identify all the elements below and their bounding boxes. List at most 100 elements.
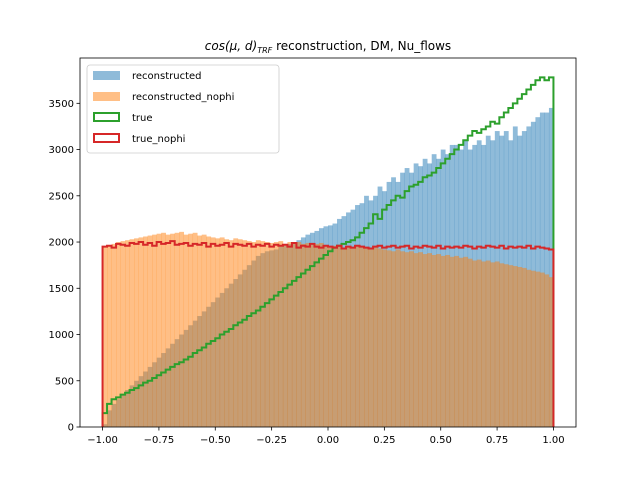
x-tick-label: −0.75: [144, 435, 175, 446]
histogram-bar: [377, 248, 383, 427]
histogram-bar: [472, 260, 478, 427]
legend-label: reconstructed_nophi: [132, 92, 234, 103]
histogram-bar: [544, 274, 550, 427]
histogram-bar: [341, 247, 347, 427]
histogram-bar: [364, 248, 369, 427]
histogram-bar: [373, 247, 378, 427]
histogram-bar: [391, 251, 396, 427]
legend-box: [86, 64, 280, 154]
x-tick-label: 0.75: [486, 435, 508, 446]
legend-swatch: [93, 112, 120, 122]
legend-label: reconstructed: [132, 71, 202, 82]
histogram-step-line: [101, 76, 555, 427]
histogram-bar: [346, 246, 351, 427]
histogram-bar: [264, 242, 270, 427]
histogram-bar: [463, 256, 469, 427]
histogram-bar: [530, 270, 536, 427]
histogram-bar: [102, 246, 108, 427]
histogram-bar: [431, 254, 437, 427]
y-axis: 0 500 1000 1500 2000 2500 3000 3500: [49, 99, 80, 434]
histogram-bar: [210, 237, 216, 427]
legend-item: true: [93, 112, 153, 124]
legend-swatch: [93, 133, 120, 143]
histogram-bar: [395, 249, 401, 427]
histogram-bar: [485, 260, 491, 427]
histogram-bar: [409, 251, 414, 427]
series-true-nophi: [101, 240, 555, 427]
histogram-bar: [107, 245, 112, 427]
histogram-bar: [526, 269, 532, 427]
title-subscript: TRF: [257, 46, 272, 55]
y-tick-label: 3500: [49, 99, 74, 110]
histogram-bar: [174, 232, 180, 427]
histogram-bar: [318, 242, 324, 427]
histogram-bar: [458, 257, 464, 427]
legend-item: reconstructed_nophi: [93, 92, 234, 103]
histogram-bar: [481, 261, 487, 427]
histogram-bar: [125, 240, 130, 427]
histogram-bar: [215, 238, 221, 427]
histogram-bar: [494, 261, 500, 427]
series-reconstructed-nophi: [102, 231, 554, 427]
legend-item: true_nophi: [93, 133, 185, 145]
histogram-bar: [400, 251, 405, 427]
histogram-bar: [413, 253, 419, 427]
histogram-bar: [508, 265, 514, 427]
histogram-bar: [260, 241, 266, 427]
histogram-bar: [120, 241, 126, 427]
legend-label: true: [132, 113, 153, 124]
x-tick-label: −0.25: [256, 435, 287, 446]
histogram-bar: [129, 239, 135, 427]
plot-area: [101, 76, 555, 428]
histogram-bar: [201, 234, 207, 427]
histogram-bar: [219, 237, 225, 427]
histogram-bar: [512, 266, 518, 427]
histogram-bar: [548, 107, 554, 427]
x-tick-label: 1.00: [542, 435, 564, 446]
histogram-bar: [382, 249, 387, 427]
x-tick-label: −1.00: [87, 435, 118, 446]
x-axis: −1.00 −0.75 −0.50 −0.25 0.00 0.25 0.50 0.75 1.00: [87, 427, 565, 446]
title-math: cos(μ, d): [205, 39, 257, 53]
histogram-bar: [467, 258, 473, 427]
histogram-bar: [296, 242, 302, 427]
histogram-bar: [332, 245, 338, 427]
histogram-bar: [152, 234, 157, 427]
y-tick-label: 1500: [49, 284, 74, 295]
histogram-bar: [287, 242, 293, 427]
title-rest: reconstruction, DM, Nu_flows: [272, 39, 451, 53]
legend-swatch: [93, 92, 120, 101]
y-tick-label: 2500: [49, 191, 74, 202]
histogram-bar: [517, 267, 523, 427]
histogram-bar: [147, 235, 153, 427]
legend-item: reconstructed: [93, 71, 202, 82]
histogram-bar: [499, 263, 505, 427]
histogram-bar: [548, 277, 554, 427]
histogram-bar: [165, 234, 171, 427]
histogram-bar: [521, 267, 527, 427]
histogram-bar: [224, 239, 230, 427]
histogram-bar: [170, 233, 175, 427]
histogram-bar: [161, 232, 166, 427]
x-tick-label: −0.50: [200, 435, 231, 446]
histogram-bar: [350, 248, 356, 427]
histogram-bar: [197, 235, 203, 427]
histogram-bar: [278, 241, 284, 427]
histogram-bar: [337, 246, 342, 427]
histogram-bar: [188, 233, 194, 427]
y-tick-label: 3000: [49, 145, 74, 156]
histogram-bar: [503, 264, 509, 427]
histogram-bar: [116, 242, 121, 427]
histogram-bar: [134, 238, 139, 427]
histogram-bar: [544, 112, 550, 427]
histogram-bar: [305, 242, 311, 427]
histogram-bar: [233, 238, 239, 427]
histogram-bar: [183, 234, 189, 427]
legend-label: true_nophi: [132, 134, 185, 145]
histogram-bar: [418, 252, 423, 427]
histogram-bar: [255, 240, 261, 427]
y-tick-label: 2000: [49, 238, 74, 249]
histogram-bar: [404, 252, 410, 427]
